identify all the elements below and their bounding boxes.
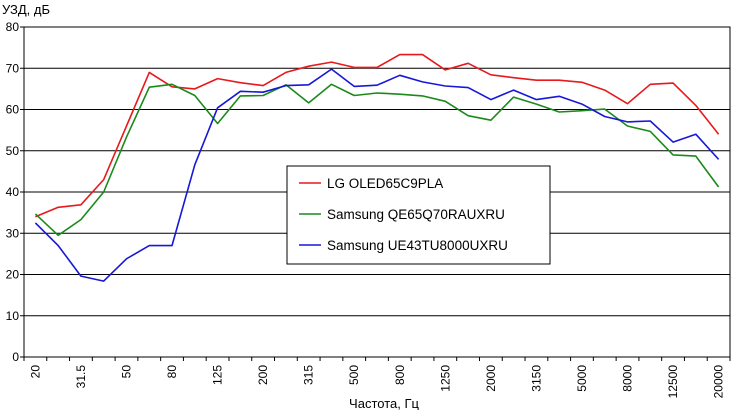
x-tick-label: 3150: [529, 365, 543, 392]
x-tick-label: 50: [119, 365, 133, 379]
y-tick-label: 0: [12, 350, 19, 364]
x-tick-label: 2000: [484, 365, 498, 392]
x-axis-title: Частота, Гц: [349, 396, 419, 410]
y-tick-label: 80: [6, 20, 20, 34]
legend-label: Samsung UE43TU8000UXRU: [327, 238, 508, 253]
x-tick-label: 12500: [666, 365, 680, 399]
x-tick-label: 80: [165, 365, 179, 379]
y-tick-label: 30: [6, 226, 20, 240]
y-tick-label: 20: [6, 268, 20, 282]
x-tick-label: 31.5: [74, 365, 88, 389]
legend-box: [286, 165, 551, 265]
x-tick-label: 5000: [575, 365, 589, 392]
y-tick-label: 40: [6, 185, 20, 199]
legend-label: Samsung QE65Q70RAUXRU: [327, 207, 505, 222]
y-tick-label: 70: [6, 61, 20, 75]
x-tick-label: 8000: [621, 365, 635, 392]
x-tick-label: 800: [393, 365, 407, 385]
x-tick-label: 20000: [712, 365, 726, 399]
legend: LG OLED65C9PLA Samsung QE65Q70RAUXRU Samsu…: [286, 165, 551, 265]
y-tick-label: 50: [6, 144, 20, 158]
x-tick-label: 500: [347, 365, 361, 385]
y-axis-title: УЗД, дБ: [2, 2, 50, 17]
series-lines: [34, 53, 720, 282]
y-axis-ticks: 0 10 20 30 40 50 60 70 80: [6, 20, 24, 364]
x-tick-label: 200: [256, 365, 270, 385]
series-line-3: [34, 68, 720, 282]
gridlines: [24, 67, 730, 317]
x-tick-label: 315: [302, 365, 316, 385]
x-tick-label: 20: [28, 365, 42, 379]
y-tick-label: 10: [6, 309, 20, 323]
x-tick-label: 1250: [438, 365, 452, 392]
x-axis-ticks: 20 31.5 50 80 125 200 315 500 800 1250 2000 3150 500…: [23, 357, 731, 399]
series-line-2: [34, 83, 720, 237]
y-tick-label: 60: [6, 103, 20, 117]
legend-label: LG OLED65C9PLA: [327, 176, 443, 191]
series-line-1: [35, 53, 720, 218]
x-tick-label: 125: [211, 365, 225, 385]
